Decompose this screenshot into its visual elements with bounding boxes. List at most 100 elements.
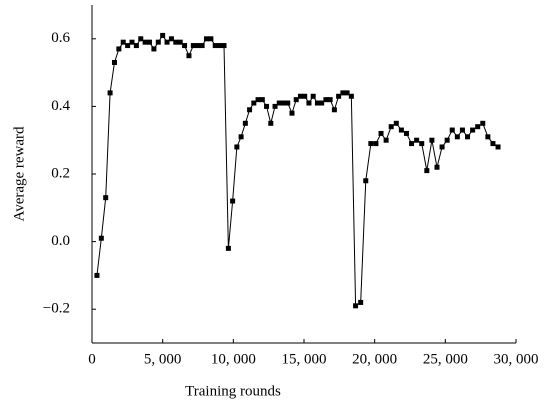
x-tick-label: 20, 000 <box>352 351 397 367</box>
marker <box>495 144 501 150</box>
marker <box>383 137 389 143</box>
marker <box>264 103 270 109</box>
marker <box>319 100 325 106</box>
marker <box>164 39 170 45</box>
marker <box>465 134 471 140</box>
y-axis-title: Average reward <box>11 126 27 222</box>
x-axis-title: Training rounds <box>185 383 281 399</box>
marker <box>454 134 460 140</box>
marker <box>242 120 248 126</box>
marker <box>199 43 205 49</box>
marker <box>289 110 295 116</box>
marker <box>388 124 394 130</box>
marker <box>120 39 126 45</box>
marker <box>94 272 100 278</box>
marker <box>297 93 303 99</box>
marker <box>353 303 359 309</box>
marker <box>336 93 342 99</box>
x-tick-label: 25, 000 <box>423 351 468 367</box>
marker <box>221 43 227 49</box>
y-tick-label: 0.2 <box>51 165 70 181</box>
marker <box>147 39 153 45</box>
x-tick-label: 0 <box>88 351 96 367</box>
marker <box>459 127 465 133</box>
marker <box>225 245 231 251</box>
marker <box>302 93 308 99</box>
marker <box>217 43 223 49</box>
marker <box>403 130 409 136</box>
marker <box>255 97 261 103</box>
marker <box>155 39 161 45</box>
marker <box>230 198 236 204</box>
y-tick-label: 0.4 <box>51 98 70 114</box>
x-tick-label: 30, 000 <box>494 351 539 367</box>
marker <box>129 39 135 45</box>
marker <box>160 32 166 38</box>
marker <box>293 97 299 103</box>
marker <box>281 100 287 106</box>
marker <box>138 36 144 42</box>
x-tick-label: 10, 000 <box>211 351 256 367</box>
marker <box>306 100 312 106</box>
marker <box>429 137 435 143</box>
marker <box>234 144 240 150</box>
x-tick-label: 15, 000 <box>282 351 327 367</box>
marker <box>373 141 379 147</box>
marker <box>470 127 476 133</box>
y-tick-label: 0.6 <box>51 30 70 46</box>
marker <box>310 93 316 99</box>
marker <box>186 53 192 59</box>
marker <box>475 124 481 130</box>
marker <box>182 43 188 49</box>
marker <box>190 43 196 49</box>
marker <box>393 120 399 126</box>
marker <box>133 43 139 49</box>
marker <box>444 137 450 143</box>
marker <box>268 120 274 126</box>
marker <box>358 299 364 305</box>
x-tick-label: 5, 000 <box>144 351 182 367</box>
marker <box>272 103 278 109</box>
marker <box>125 43 131 49</box>
marker <box>419 141 425 147</box>
marker <box>449 127 455 133</box>
line <box>96 34 499 307</box>
marker <box>480 120 486 126</box>
marker <box>398 127 404 133</box>
marker <box>116 46 122 52</box>
marker <box>98 235 104 241</box>
marker <box>323 97 329 103</box>
marker <box>327 97 333 103</box>
marker <box>414 137 420 143</box>
marker <box>173 39 179 45</box>
marker <box>212 43 218 49</box>
marker <box>434 164 440 170</box>
marker <box>409 141 415 147</box>
marker <box>424 168 430 174</box>
marker <box>111 59 117 65</box>
y-tick-label: −0.2 <box>43 301 70 317</box>
y-tick-label: 0.0 <box>51 233 70 249</box>
marker <box>259 97 265 103</box>
marker <box>285 100 291 106</box>
marker <box>348 93 354 99</box>
marker <box>103 195 109 201</box>
marker <box>177 39 183 45</box>
marker <box>195 43 201 49</box>
marker <box>485 134 491 140</box>
marker <box>142 39 148 45</box>
marker <box>208 36 214 42</box>
marker <box>107 90 113 96</box>
marker <box>247 107 253 113</box>
marker <box>276 100 282 106</box>
marker <box>340 90 346 96</box>
marker <box>378 130 384 136</box>
marker <box>490 141 496 147</box>
marker <box>344 90 350 96</box>
marker <box>331 107 337 113</box>
marker <box>151 46 157 52</box>
marker <box>238 134 244 140</box>
marker <box>439 144 445 150</box>
